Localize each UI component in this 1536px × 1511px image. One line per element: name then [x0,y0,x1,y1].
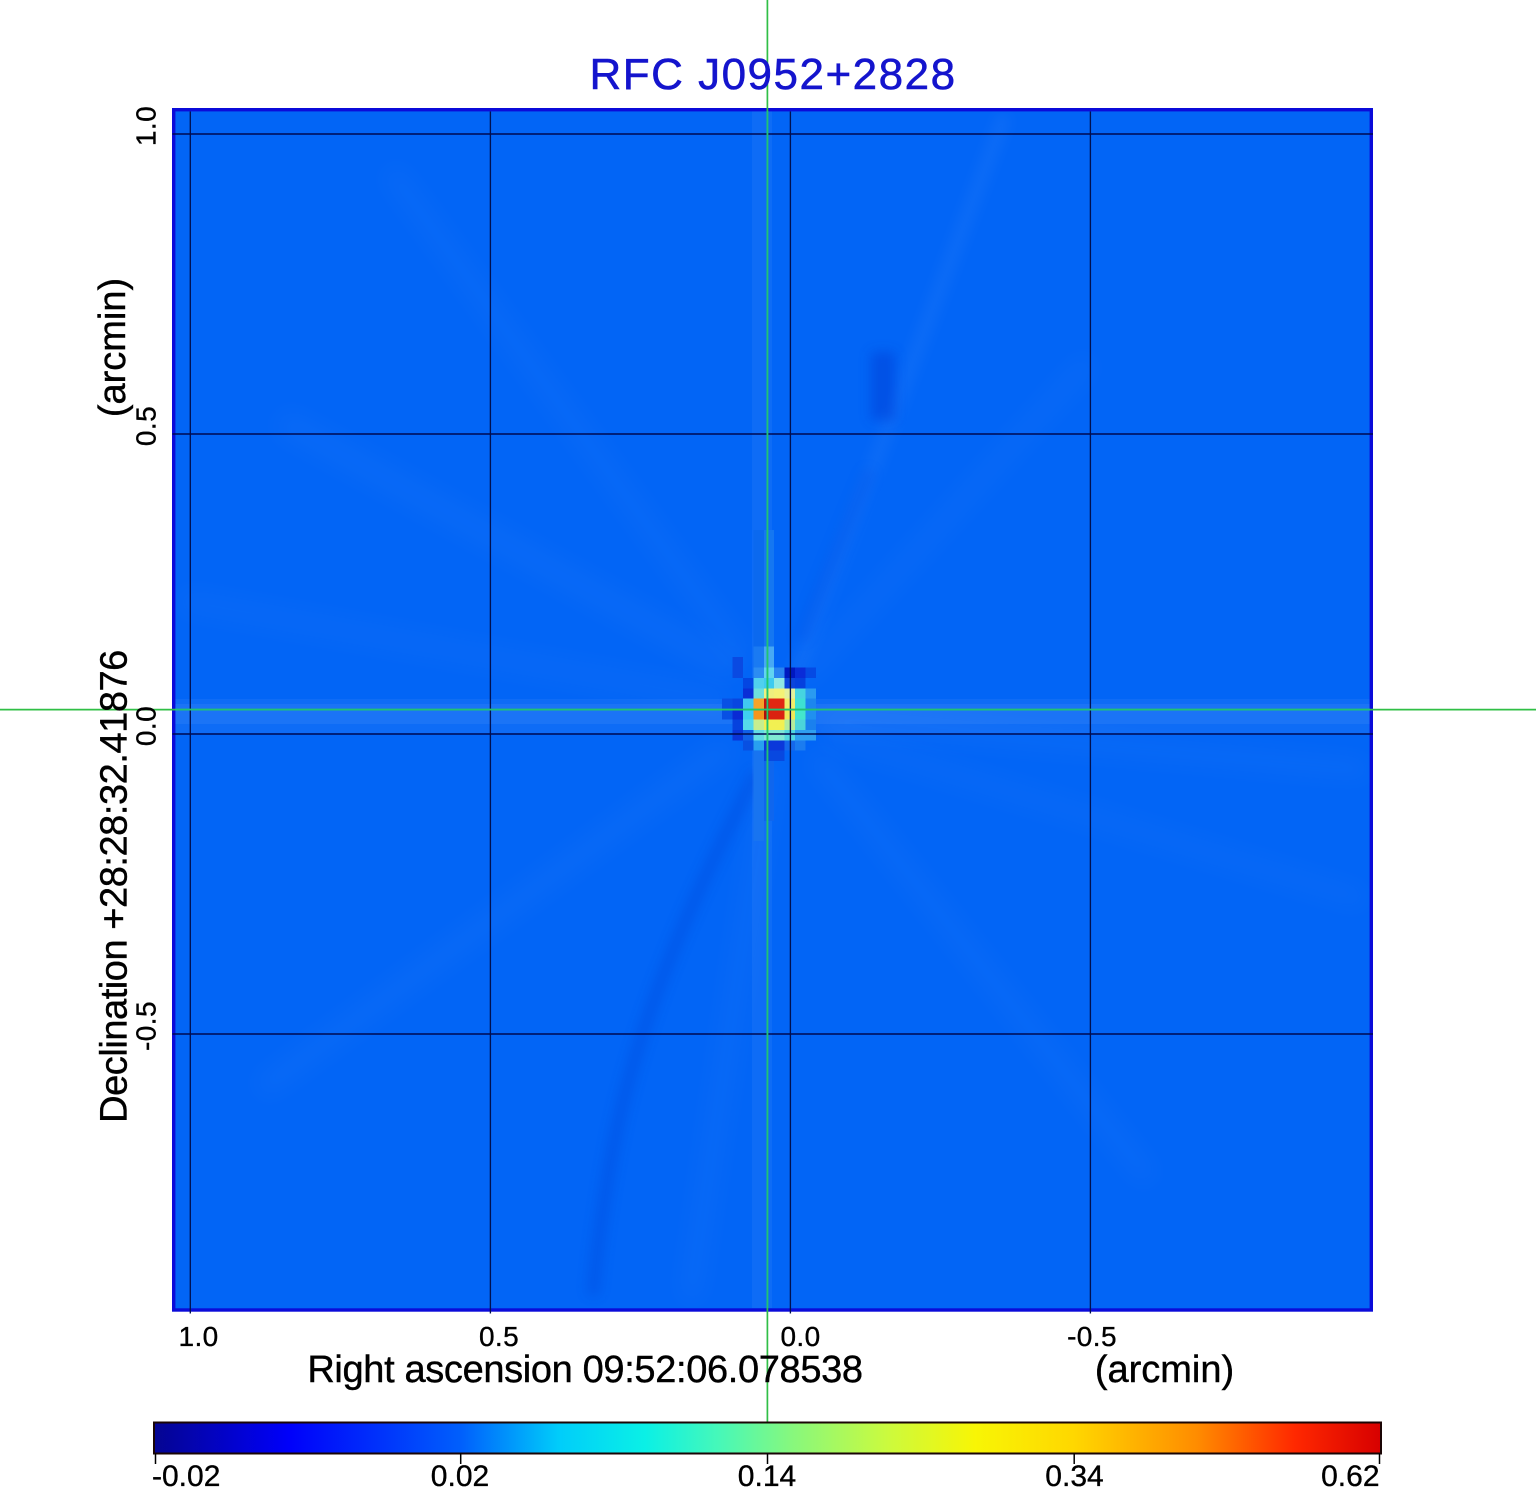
svg-text:0.62: 0.62 [1321,1460,1379,1493]
svg-text:(arcmin): (arcmin) [92,278,134,417]
svg-text:1.0: 1.0 [179,1321,219,1352]
svg-text:0.02: 0.02 [431,1460,489,1493]
svg-text:Right ascension 09:52:06.0785: Right ascension 09:52:06.078538 [307,1349,862,1391]
svg-text:0.5: 0.5 [479,1321,519,1352]
svg-text:(arcmin): (arcmin) [1095,1349,1234,1391]
svg-text:Declination +28:28:32.41876: Declination +28:28:32.41876 [94,650,136,1123]
svg-text:-0.5: -0.5 [131,1001,162,1051]
svg-text:0.34: 0.34 [1045,1460,1103,1493]
svg-text:-0.02: -0.02 [152,1460,220,1493]
svg-text:1.0: 1.0 [131,106,162,146]
svg-text:0.0: 0.0 [780,1321,820,1352]
svg-text:0.5: 0.5 [131,406,162,446]
svg-text:0.14: 0.14 [738,1460,796,1493]
svg-text:0.0: 0.0 [131,706,162,746]
svg-text:RFC J0952+2828: RFC J0952+2828 [589,50,956,99]
svg-text:-0.5: -0.5 [1067,1321,1117,1352]
